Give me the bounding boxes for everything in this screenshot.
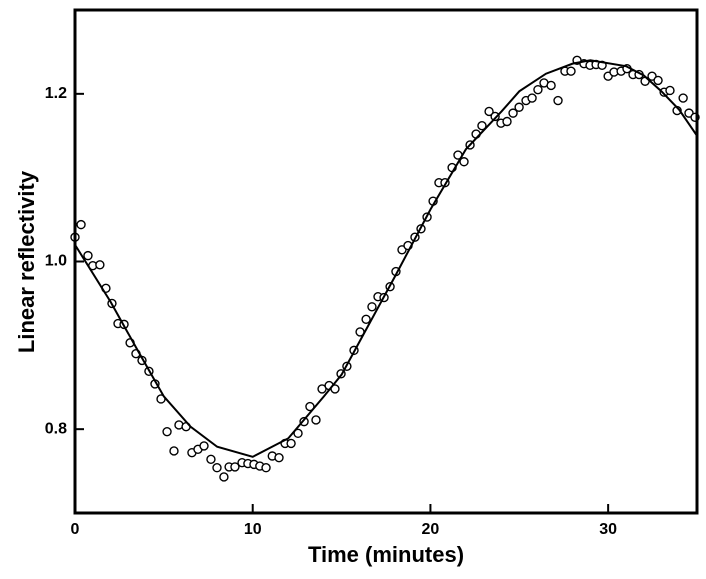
data-point [527, 93, 537, 103]
data-point [490, 111, 500, 122]
y-tick-label: 0.8 [45, 420, 67, 437]
data-point [665, 85, 675, 96]
data-point [361, 314, 371, 325]
data-point [367, 302, 377, 312]
data-point [653, 75, 663, 86]
x-axis-label: Time (minutes) [308, 542, 464, 567]
data-point [566, 66, 576, 76]
data-point [678, 93, 688, 103]
data-point [219, 472, 229, 482]
data-point [459, 157, 469, 167]
x-tick-label: 30 [599, 521, 617, 538]
y-tick-label: 1.0 [45, 253, 67, 270]
data-point [484, 106, 494, 117]
x-tick-label: 0 [71, 521, 80, 538]
data-point [212, 463, 222, 473]
data-point [502, 116, 512, 127]
data-point [169, 446, 179, 456]
data-point [261, 463, 271, 473]
data-point [95, 260, 105, 270]
data-point [230, 462, 240, 472]
x-tick-label: 10 [244, 521, 262, 538]
data-point [274, 452, 284, 463]
data-point [293, 428, 303, 439]
data-point [199, 441, 209, 451]
data-point [206, 454, 216, 465]
data-point [83, 250, 93, 261]
data-point [162, 426, 172, 437]
data-point [76, 219, 86, 230]
fit-line [74, 59, 698, 458]
data-point [286, 438, 296, 449]
y-axis-label: Linear reflectivity [14, 170, 39, 353]
data-point [553, 95, 563, 106]
data-point [514, 102, 524, 112]
x-tick-label: 20 [422, 521, 440, 538]
data-point [546, 80, 556, 91]
data-point [311, 415, 321, 425]
y-tick-label: 1.2 [45, 85, 67, 102]
data-point [533, 84, 543, 95]
data-point [305, 401, 315, 412]
plot-frame [73, 8, 699, 515]
data-point [508, 108, 518, 118]
data-point [477, 120, 487, 131]
